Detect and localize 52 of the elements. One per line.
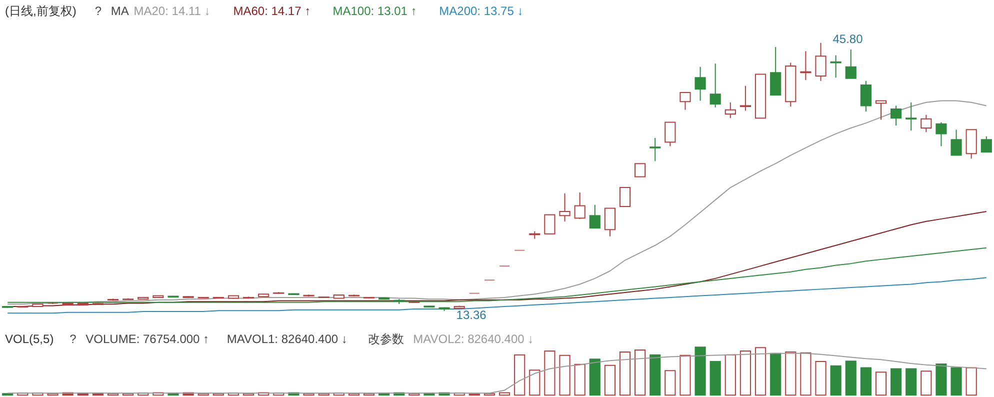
candlestick xyxy=(724,102,736,119)
candlestick xyxy=(544,214,556,234)
candlestick xyxy=(559,192,570,222)
candlestick xyxy=(980,136,992,152)
bar xyxy=(650,354,661,396)
candlestick xyxy=(634,163,646,178)
candlestick xyxy=(650,137,661,162)
chart-title: VOL(5,5) xyxy=(5,332,54,346)
bar xyxy=(950,367,962,396)
candlestick xyxy=(740,85,752,112)
annotation: 45.80 xyxy=(832,32,864,46)
candlestick xyxy=(936,122,947,147)
text: MA100: 13.01 ↑ xyxy=(332,4,417,18)
chart-title: (日线,前复权) xyxy=(5,4,76,18)
text: ? xyxy=(94,4,102,18)
candlestick xyxy=(694,66,706,102)
candlestick xyxy=(710,63,721,108)
bar xyxy=(845,360,856,396)
text: 改参数 xyxy=(368,332,404,346)
candlestick xyxy=(619,187,631,208)
candlestick xyxy=(920,114,932,133)
text: MA xyxy=(110,4,129,18)
candlestick xyxy=(574,192,586,220)
candlestick xyxy=(966,129,977,160)
candlestick xyxy=(680,92,691,110)
text: MAVOL1: 82640.400 ↓ xyxy=(226,332,348,346)
text: MA60: 14.17 ↑ xyxy=(233,4,311,18)
bar xyxy=(890,368,902,396)
text: MA20: 14.11 ↓ xyxy=(134,4,210,18)
candlestick xyxy=(906,102,917,132)
bar xyxy=(906,368,917,396)
candlestick xyxy=(950,129,962,156)
bar xyxy=(936,363,947,396)
bar xyxy=(694,346,706,396)
bar xyxy=(830,365,842,396)
candlestick xyxy=(860,80,872,112)
candlestick xyxy=(845,49,856,79)
candlestick xyxy=(664,122,676,147)
candlestick xyxy=(770,46,782,96)
candlestick xyxy=(890,105,902,126)
candlestick xyxy=(589,204,600,229)
bar xyxy=(710,361,721,396)
text: MA200: 13.75 ↓ xyxy=(439,4,524,18)
text: MAVOL2: 82640.400 ↓ xyxy=(413,332,534,346)
candlestick xyxy=(815,42,826,82)
annotation: 13.36 xyxy=(456,308,487,322)
bar xyxy=(770,352,782,396)
bar xyxy=(589,358,600,396)
bar xyxy=(860,367,872,396)
text: ? xyxy=(70,332,77,346)
text: VOLUME: 76754.000 ↑ xyxy=(86,332,210,346)
candlestick xyxy=(604,208,616,237)
